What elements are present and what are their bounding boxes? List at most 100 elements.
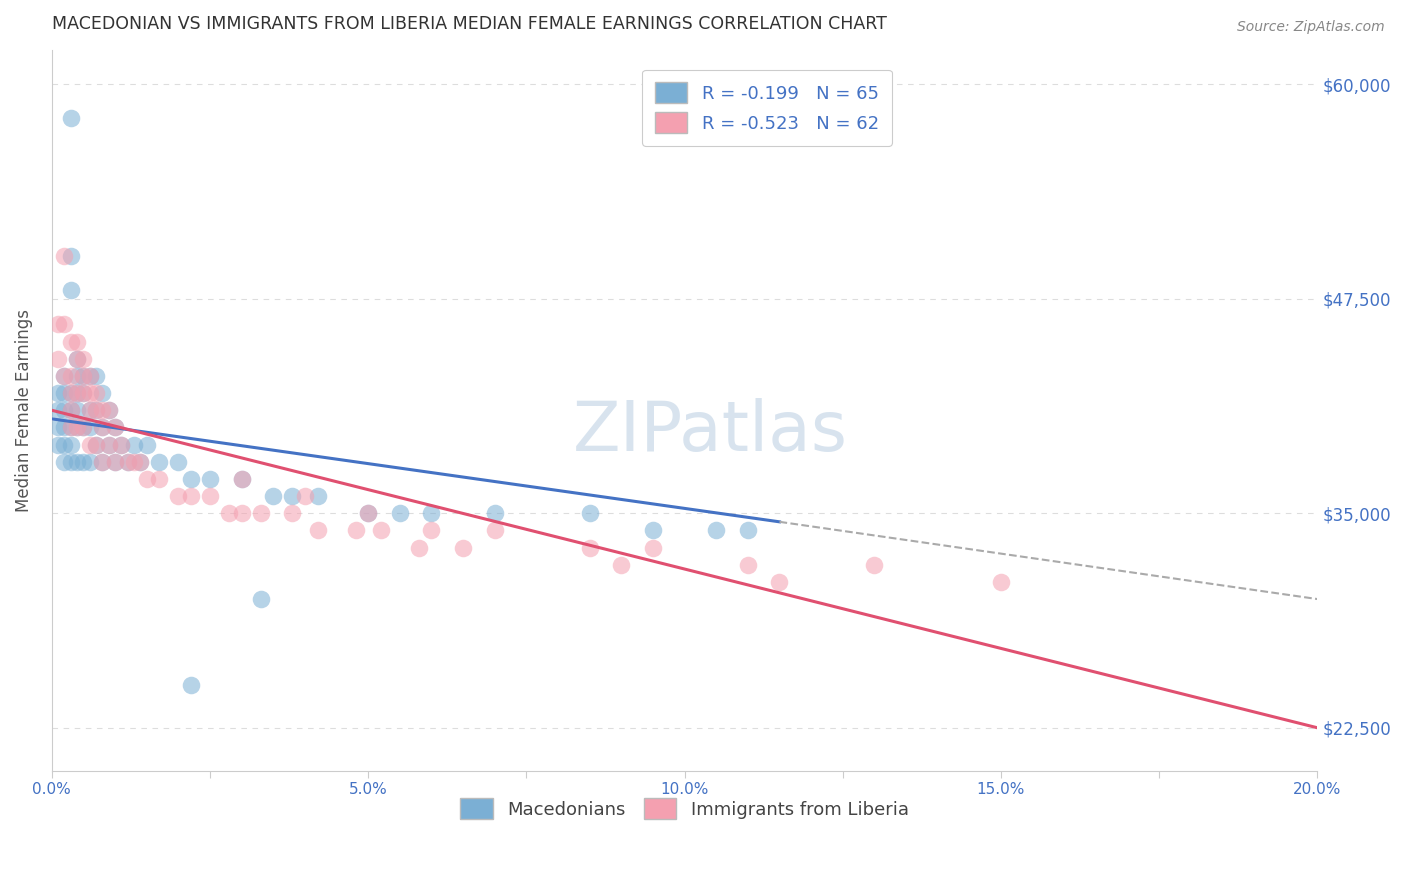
Point: [578, 506, 600, 520]
Point: [249, 506, 271, 520]
Point: [91, 386, 114, 401]
Point: [79, 420, 101, 434]
Point: [129, 455, 152, 469]
Point: [180, 472, 202, 486]
Point: [388, 506, 411, 520]
Text: ZIPatlas: ZIPatlas: [572, 399, 848, 466]
Point: [72, 455, 94, 469]
Point: [72, 386, 94, 401]
Point: [72, 386, 94, 401]
Point: [408, 541, 430, 555]
Point: [484, 524, 506, 538]
Point: [420, 524, 443, 538]
Point: [344, 524, 367, 538]
Point: [72, 368, 94, 383]
Point: [357, 506, 380, 520]
Y-axis label: Median Female Earnings: Median Female Earnings: [15, 309, 32, 512]
Point: [262, 489, 284, 503]
Point: [104, 455, 127, 469]
Legend: Macedonians, Immigrants from Liberia: Macedonians, Immigrants from Liberia: [453, 791, 915, 827]
Point: [104, 420, 127, 434]
Point: [53, 368, 76, 383]
Point: [59, 403, 82, 417]
Point: [53, 437, 76, 451]
Point: [59, 386, 82, 401]
Point: [84, 368, 107, 383]
Point: [104, 455, 127, 469]
Point: [231, 506, 253, 520]
Point: [578, 541, 600, 555]
Point: [198, 472, 221, 486]
Point: [135, 437, 157, 451]
Point: [66, 386, 89, 401]
Point: [53, 368, 76, 383]
Point: [66, 368, 89, 383]
Point: [66, 334, 89, 349]
Point: [53, 318, 76, 332]
Point: [737, 558, 759, 572]
Point: [91, 420, 114, 434]
Point: [79, 403, 101, 417]
Point: [59, 403, 82, 417]
Point: [704, 524, 727, 538]
Point: [59, 420, 82, 434]
Text: Source: ZipAtlas.com: Source: ZipAtlas.com: [1237, 20, 1385, 34]
Point: [72, 420, 94, 434]
Point: [59, 283, 82, 297]
Point: [370, 524, 392, 538]
Point: [46, 351, 69, 366]
Point: [484, 506, 506, 520]
Point: [59, 420, 82, 434]
Point: [990, 574, 1012, 589]
Point: [79, 403, 101, 417]
Point: [66, 386, 89, 401]
Point: [84, 403, 107, 417]
Point: [180, 489, 202, 503]
Point: [97, 437, 120, 451]
Point: [66, 351, 89, 366]
Point: [46, 437, 69, 451]
Point: [53, 420, 76, 434]
Point: [104, 420, 127, 434]
Point: [91, 403, 114, 417]
Point: [79, 368, 101, 383]
Point: [46, 386, 69, 401]
Point: [72, 420, 94, 434]
Point: [180, 678, 202, 692]
Point: [91, 455, 114, 469]
Point: [117, 455, 139, 469]
Point: [218, 506, 240, 520]
Point: [59, 334, 82, 349]
Point: [307, 524, 329, 538]
Point: [281, 489, 304, 503]
Point: [46, 420, 69, 434]
Point: [641, 524, 664, 538]
Point: [59, 112, 82, 126]
Point: [59, 437, 82, 451]
Point: [84, 386, 107, 401]
Point: [129, 455, 152, 469]
Point: [249, 592, 271, 607]
Point: [59, 249, 82, 263]
Point: [66, 351, 89, 366]
Text: MACEDONIAN VS IMMIGRANTS FROM LIBERIA MEDIAN FEMALE EARNINGS CORRELATION CHART: MACEDONIAN VS IMMIGRANTS FROM LIBERIA ME…: [52, 15, 887, 33]
Point: [53, 455, 76, 469]
Point: [66, 420, 89, 434]
Point: [357, 506, 380, 520]
Point: [135, 472, 157, 486]
Point: [53, 386, 76, 401]
Point: [59, 368, 82, 383]
Point: [110, 437, 132, 451]
Point: [84, 437, 107, 451]
Point: [97, 437, 120, 451]
Point: [420, 506, 443, 520]
Point: [46, 318, 69, 332]
Point: [79, 437, 101, 451]
Point: [53, 403, 76, 417]
Point: [59, 455, 82, 469]
Point: [122, 437, 145, 451]
Point: [281, 506, 304, 520]
Point: [110, 437, 132, 451]
Point: [91, 420, 114, 434]
Point: [198, 489, 221, 503]
